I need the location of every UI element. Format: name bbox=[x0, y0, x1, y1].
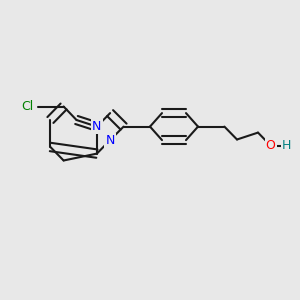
Text: Cl: Cl bbox=[21, 100, 33, 113]
Text: H: H bbox=[282, 139, 291, 152]
Text: O: O bbox=[266, 139, 275, 152]
Text: N: N bbox=[92, 120, 102, 133]
Text: N: N bbox=[105, 134, 115, 147]
